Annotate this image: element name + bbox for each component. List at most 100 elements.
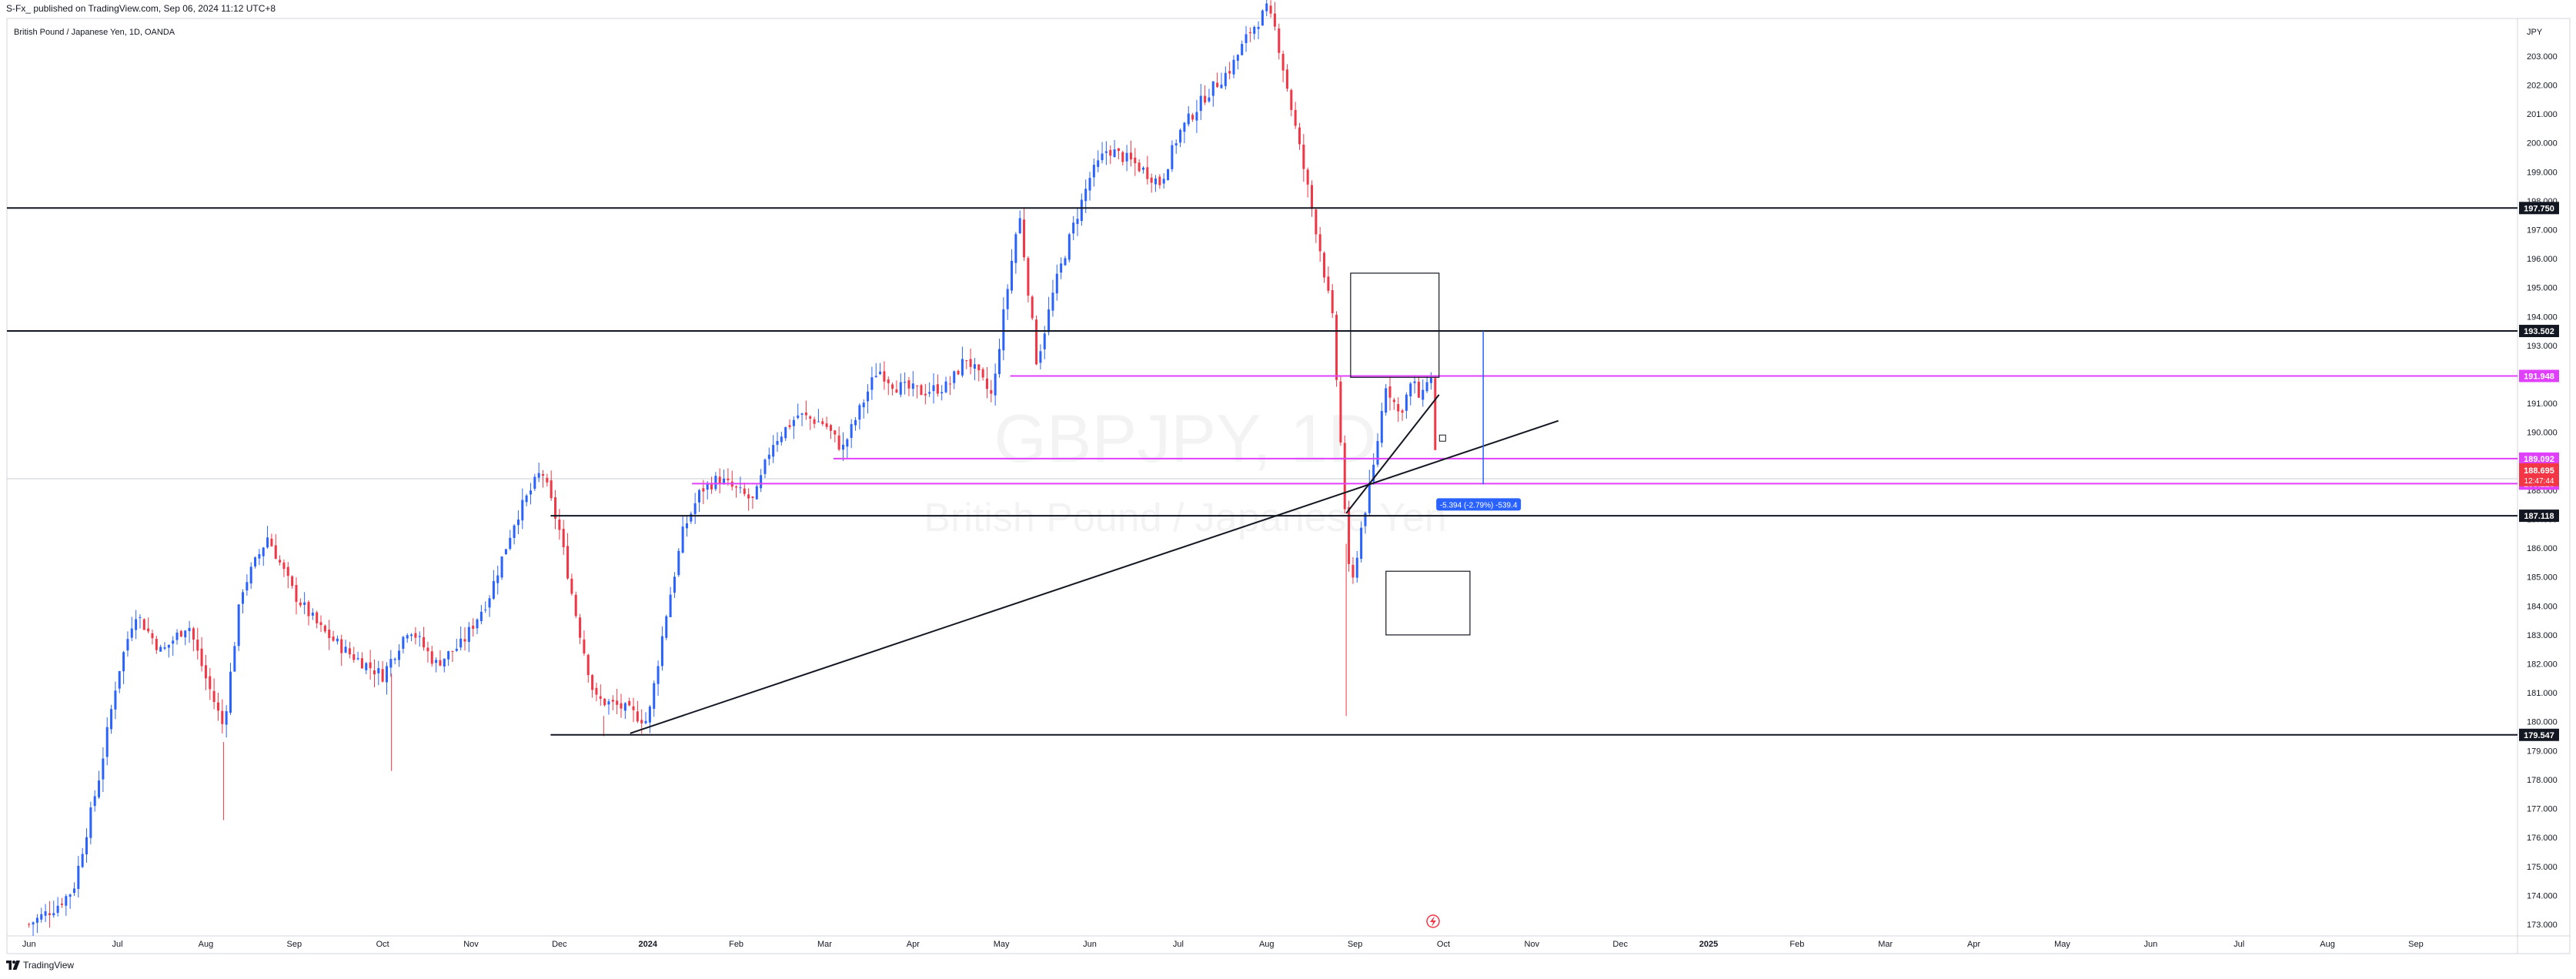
candle-body [336,638,339,642]
current-price-label: 188.695 [2524,466,2554,476]
candle-body [68,894,72,897]
y-tick-label: 179.000 [2527,747,2558,756]
candle-body [1278,28,1281,53]
candle-body [636,711,639,722]
y-tick-label: 181.000 [2527,689,2558,698]
candle-body [985,378,988,389]
candle-body [599,696,602,699]
candle-body [1067,234,1071,260]
candle-body [1376,441,1379,465]
candle-body [1273,13,1276,27]
candle-body [1092,165,1095,178]
candle-body [928,392,931,394]
candle-body [114,690,117,710]
candle-body [1253,27,1256,34]
x-tick-label: Jun [1083,940,1097,949]
candle-body [1343,443,1346,510]
lightning-icon[interactable] [1426,914,1440,928]
candle-body [175,632,179,640]
candle-body [1167,169,1170,181]
candle-body [1368,483,1371,513]
candle-body [1113,149,1116,158]
candle-body [1031,296,1034,319]
candle-body [858,405,861,420]
candle-body [586,654,590,676]
y-tick-label: 193.000 [2527,342,2558,351]
candle-body [669,594,672,617]
candle-body [681,526,684,553]
candle-body [184,630,187,638]
candle-body [1158,176,1161,185]
level-price-tag-bg [2519,728,2559,741]
candle-body [620,703,623,709]
candle-body [533,476,536,490]
candle-body [204,665,207,679]
candle-body [163,647,166,649]
candle-body [393,659,396,660]
candle-body [583,639,586,653]
candle-body [660,636,663,667]
candle-body [1351,564,1355,578]
candle-body [1224,72,1227,86]
candle-body [653,683,656,709]
y-tick-label: 178.000 [2527,776,2558,785]
candle-body [1335,315,1338,380]
candle-body [809,416,812,419]
candle-body [344,647,347,653]
candle-body [192,628,195,640]
y-tick-label: 201.000 [2527,110,2558,119]
candle-body [439,660,442,666]
candle-body [776,440,779,445]
candle-body [303,602,306,605]
candle-body [377,668,380,673]
zone-rectangle [1385,570,1471,636]
watermark-name: British Pound / Japanese Yen [924,496,1446,540]
candle-body [936,384,939,394]
candle-body [1199,95,1202,112]
candle-body [1150,177,1153,183]
candle-body [1134,157,1137,164]
candle-body [829,425,832,431]
candle-body [488,598,491,608]
candle-body [990,389,993,394]
candle-body [1327,276,1330,291]
candle-body [1245,34,1248,43]
candle-body [447,651,450,660]
small-square-marker [1438,434,1446,442]
y-tick-label: 174.000 [2527,891,2558,900]
candle-body [443,658,446,667]
candle-body [780,436,783,443]
candle-body [1011,260,1014,291]
candle-body [1043,333,1046,349]
candle-body [1298,127,1301,145]
candle-body [32,922,35,925]
candle-body [385,666,388,683]
candle-body [122,652,125,672]
y-tick-label: 183.000 [2527,631,2558,640]
candle-body [911,383,914,389]
candle-body [1355,557,1358,578]
x-tick-label: Feb [1789,940,1804,949]
candle-body [1409,383,1412,397]
candle-body [920,385,923,396]
candle-body [98,780,101,797]
x-tick-label: Nov [1525,940,1540,949]
candle-body [60,904,63,905]
level-price-tag: 179.547 [2524,731,2554,740]
candle-body [328,630,331,639]
candle-body [1051,292,1054,311]
candle-body [1236,55,1239,61]
x-tick-label: Dec [1612,940,1628,949]
candle-body [854,419,857,426]
candle-body [973,364,976,369]
candle-body [1257,26,1260,29]
candle-body [316,612,319,623]
candle-body [1187,113,1190,125]
candle-body [212,690,216,703]
candle-body [566,546,570,579]
candle-body [89,807,92,838]
candle-body [496,575,499,583]
candle-body [56,905,59,914]
x-tick-label: Sep [287,940,302,949]
